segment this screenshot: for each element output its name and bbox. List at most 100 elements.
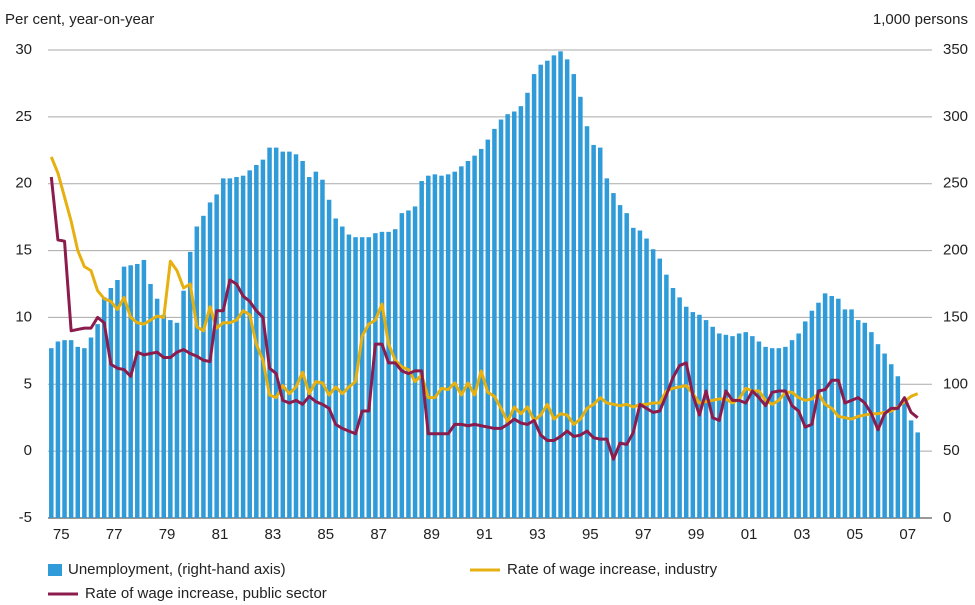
bar bbox=[591, 144, 596, 519]
bar bbox=[346, 234, 352, 519]
bar bbox=[75, 346, 81, 518]
x-tick-label: 89 bbox=[423, 526, 440, 543]
y-tick-label: 30 bbox=[15, 41, 32, 58]
bar bbox=[551, 55, 557, 518]
bar bbox=[280, 151, 286, 518]
bar bbox=[908, 420, 914, 518]
bar bbox=[617, 205, 623, 518]
bar bbox=[631, 227, 636, 518]
bar bbox=[406, 210, 411, 518]
y2-tick-label: 250 bbox=[943, 175, 968, 192]
bar bbox=[505, 114, 510, 518]
bar bbox=[703, 320, 709, 518]
bar bbox=[88, 337, 94, 518]
x-tick-label: 01 bbox=[741, 526, 758, 543]
bar bbox=[809, 310, 815, 518]
bar bbox=[459, 166, 464, 518]
bar bbox=[161, 314, 166, 518]
bar bbox=[326, 199, 332, 518]
bar bbox=[776, 348, 782, 518]
bar bbox=[273, 147, 279, 518]
y-tick-label: 15 bbox=[15, 242, 32, 259]
y-tick-label: 25 bbox=[15, 108, 32, 125]
bar bbox=[849, 309, 854, 518]
y2-tick-label: 150 bbox=[943, 308, 968, 325]
bar bbox=[260, 159, 266, 518]
bar bbox=[518, 106, 524, 518]
bar bbox=[882, 353, 887, 518]
y2-tick-label: 300 bbox=[943, 108, 968, 125]
y2-tick-label: 100 bbox=[943, 375, 968, 392]
bar bbox=[869, 332, 874, 518]
bar bbox=[915, 432, 920, 518]
bar bbox=[624, 213, 629, 519]
bar bbox=[465, 160, 471, 519]
bar bbox=[240, 175, 246, 519]
bar bbox=[359, 237, 365, 518]
bar bbox=[525, 92, 530, 518]
bar bbox=[750, 336, 755, 518]
bar bbox=[888, 364, 894, 518]
x-tick-label: 07 bbox=[899, 526, 916, 543]
bar bbox=[432, 174, 438, 518]
y-tick-label: 20 bbox=[15, 175, 32, 192]
bar bbox=[743, 332, 748, 518]
y2-tick-label: 50 bbox=[943, 442, 960, 459]
bar bbox=[604, 178, 610, 518]
bar bbox=[597, 147, 603, 518]
bar bbox=[895, 376, 901, 518]
bar bbox=[545, 60, 550, 518]
y2-tick-label: 350 bbox=[943, 41, 968, 58]
bar bbox=[485, 139, 491, 519]
bar bbox=[478, 148, 484, 518]
bar bbox=[717, 333, 722, 518]
x-tick-label: 75 bbox=[53, 526, 70, 543]
legend-label: Rate of wage increase, industry bbox=[507, 561, 718, 578]
bar bbox=[419, 181, 424, 519]
bar bbox=[108, 288, 114, 518]
bar bbox=[862, 322, 868, 518]
x-tick-label: 99 bbox=[688, 526, 705, 543]
x-tick-label: 79 bbox=[159, 526, 176, 543]
bar bbox=[439, 175, 444, 519]
bar bbox=[227, 178, 233, 518]
bar bbox=[492, 128, 497, 519]
bar bbox=[855, 320, 861, 518]
bar bbox=[730, 336, 735, 518]
bar bbox=[300, 160, 305, 519]
bar bbox=[234, 177, 239, 518]
bar bbox=[115, 279, 120, 518]
bar bbox=[412, 206, 418, 518]
bar bbox=[49, 348, 54, 518]
bar bbox=[95, 324, 100, 518]
bar bbox=[426, 175, 431, 519]
x-tick-label: 95 bbox=[582, 526, 599, 543]
bar bbox=[902, 401, 907, 518]
bar bbox=[650, 249, 656, 518]
bar bbox=[174, 322, 180, 518]
bar bbox=[101, 297, 107, 518]
bar bbox=[287, 151, 292, 518]
bar bbox=[763, 346, 768, 518]
bar bbox=[135, 263, 140, 518]
x-tick-label: 83 bbox=[265, 526, 282, 543]
bar bbox=[247, 170, 252, 519]
y-tick-label: 0 bbox=[24, 442, 32, 459]
x-tick-label: 77 bbox=[106, 526, 123, 543]
bar bbox=[584, 126, 590, 519]
bar bbox=[611, 193, 616, 518]
bar bbox=[578, 96, 583, 519]
bar bbox=[121, 266, 127, 518]
bar bbox=[154, 298, 160, 518]
y2-tick-label: 0 bbox=[943, 509, 951, 526]
bar bbox=[637, 230, 643, 518]
x-tick-label: 87 bbox=[370, 526, 387, 543]
y-tick-label: 5 bbox=[24, 375, 32, 392]
bar bbox=[690, 312, 696, 518]
bar bbox=[267, 147, 272, 518]
bar bbox=[141, 259, 147, 518]
bar bbox=[148, 284, 153, 518]
x-tick-label: 05 bbox=[847, 526, 864, 543]
bar bbox=[333, 218, 338, 519]
